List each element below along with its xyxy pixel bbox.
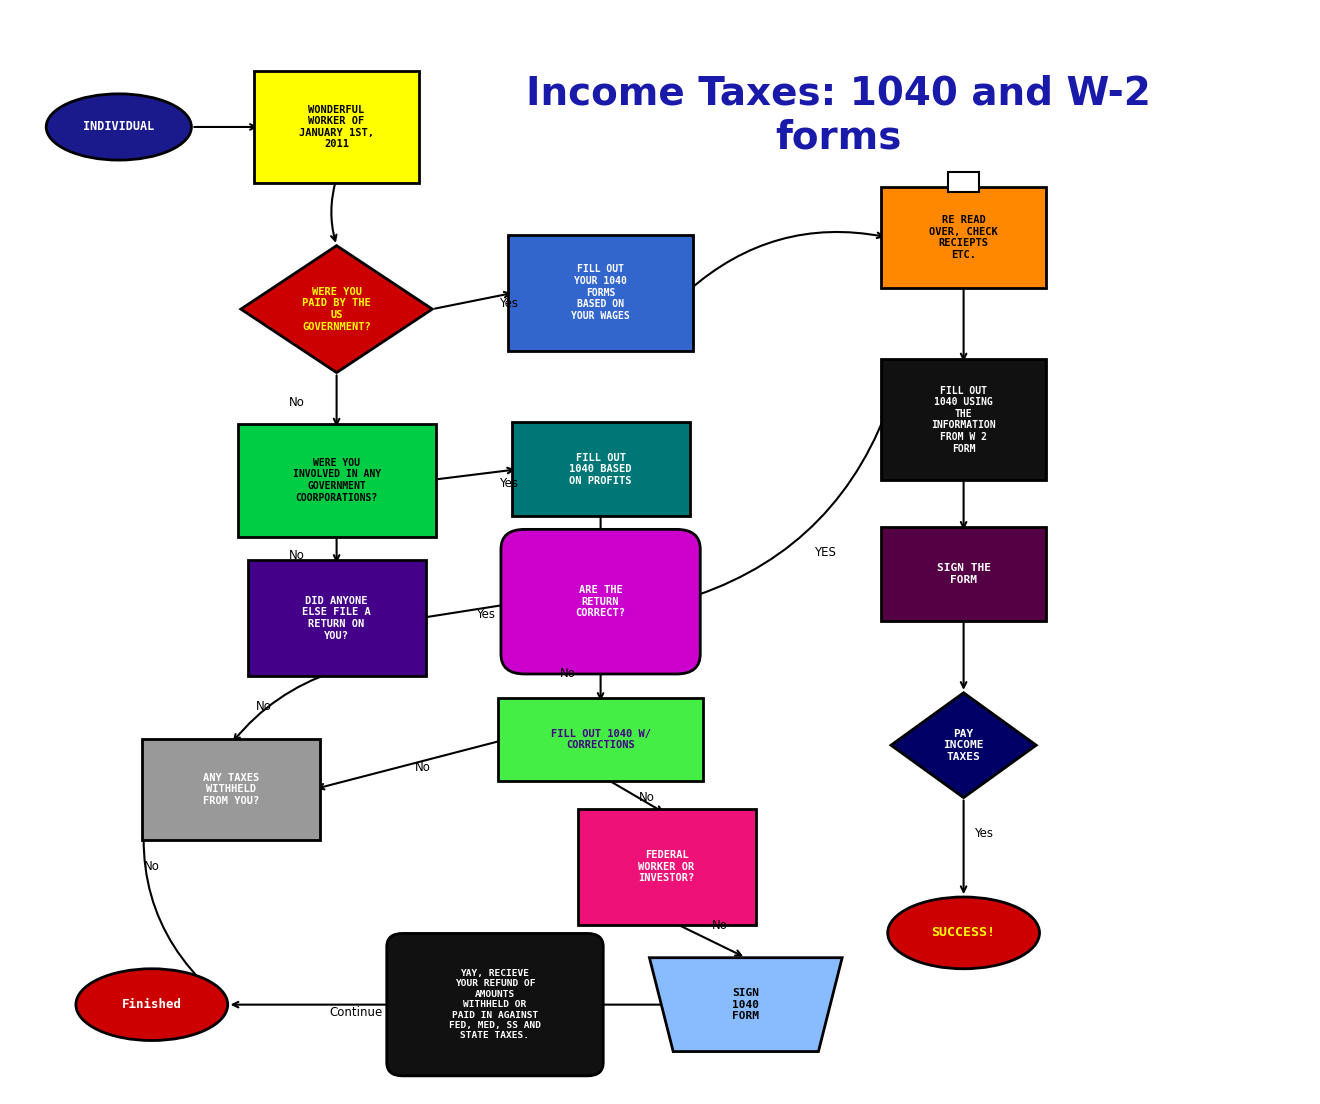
Text: FILL OUT
1040 USING
THE
INFORMATION
FROM W 2
FORM: FILL OUT 1040 USING THE INFORMATION FROM… <box>932 385 995 454</box>
Text: Yes: Yes <box>499 297 517 310</box>
Text: FILL OUT
1040 BASED
ON PROFITS: FILL OUT 1040 BASED ON PROFITS <box>569 453 632 486</box>
Text: Yes: Yes <box>477 608 495 622</box>
Text: No: No <box>560 667 576 680</box>
FancyBboxPatch shape <box>512 423 689 517</box>
FancyBboxPatch shape <box>387 933 603 1075</box>
Text: No: No <box>144 860 160 873</box>
Text: No: No <box>289 396 305 410</box>
Text: No: No <box>639 790 655 804</box>
Text: SIGN THE
FORM: SIGN THE FORM <box>937 563 990 585</box>
Text: WERE YOU
INVOLVED IN ANY
GOVERNMENT
COORPORATIONS?: WERE YOU INVOLVED IN ANY GOVERNMENT COOR… <box>293 458 380 502</box>
Text: RE READ
OVER, CHECK
RECIEPTS
ETC.: RE READ OVER, CHECK RECIEPTS ETC. <box>929 215 998 259</box>
Ellipse shape <box>887 896 1040 969</box>
FancyBboxPatch shape <box>882 528 1045 620</box>
Text: WERE YOU
PAID BY THE
US
GOVERNMENT?: WERE YOU PAID BY THE US GOVERNMENT? <box>302 287 371 331</box>
Ellipse shape <box>77 969 228 1040</box>
Text: Yes: Yes <box>499 477 517 490</box>
Text: INDIVIDUAL: INDIVIDUAL <box>83 120 154 134</box>
Text: PAY
INCOME
TAXES: PAY INCOME TAXES <box>944 729 983 762</box>
Text: YAY, RECIEVE
YOUR REFUND OF
AMOUNTS
WITHHELD OR
PAID IN AGAINST
FED, MED, SS AND: YAY, RECIEVE YOUR REFUND OF AMOUNTS WITH… <box>449 969 541 1040</box>
FancyBboxPatch shape <box>578 808 755 925</box>
FancyBboxPatch shape <box>238 424 436 537</box>
Text: No: No <box>414 761 430 774</box>
FancyBboxPatch shape <box>253 71 420 183</box>
Text: YES: YES <box>814 545 836 559</box>
Text: FILL OUT 1040 W/
CORRECTIONS: FILL OUT 1040 W/ CORRECTIONS <box>550 729 651 751</box>
Text: FEDERAL
WORKER OR
INVESTOR?: FEDERAL WORKER OR INVESTOR? <box>639 850 694 883</box>
Text: Yes: Yes <box>974 827 993 840</box>
Text: SIGN
1040
FORM: SIGN 1040 FORM <box>733 988 759 1021</box>
Text: DID ANYONE
ELSE FILE A
RETURN ON
YOU?: DID ANYONE ELSE FILE A RETURN ON YOU? <box>302 596 371 640</box>
Text: ANY TAXES
WITHHELD
FROM YOU?: ANY TAXES WITHHELD FROM YOU? <box>203 773 259 806</box>
FancyBboxPatch shape <box>499 699 702 782</box>
Bar <box>948 172 979 192</box>
Text: No: No <box>711 919 727 932</box>
Text: No: No <box>256 700 272 713</box>
Text: Finished: Finished <box>121 998 182 1011</box>
Ellipse shape <box>46 94 191 160</box>
Text: ARE THE
RETURN
CORRECT?: ARE THE RETURN CORRECT? <box>576 585 626 618</box>
FancyBboxPatch shape <box>882 359 1045 480</box>
Text: WONDERFUL
WORKER OF
JANUARY 1ST,
2011: WONDERFUL WORKER OF JANUARY 1ST, 2011 <box>300 105 374 149</box>
FancyBboxPatch shape <box>508 235 693 351</box>
FancyBboxPatch shape <box>882 187 1045 288</box>
Polygon shape <box>891 693 1036 797</box>
FancyBboxPatch shape <box>248 560 425 676</box>
Polygon shape <box>649 957 842 1051</box>
Polygon shape <box>240 246 433 373</box>
Text: Income Taxes: 1040 and W-2
forms: Income Taxes: 1040 and W-2 forms <box>525 75 1151 157</box>
FancyBboxPatch shape <box>502 530 700 673</box>
Text: Continue: Continue <box>330 1006 383 1019</box>
Text: No: No <box>289 549 305 562</box>
FancyBboxPatch shape <box>141 739 319 840</box>
Text: FILL OUT
YOUR 1040
FORMS
BASED ON
YOUR WAGES: FILL OUT YOUR 1040 FORMS BASED ON YOUR W… <box>572 264 630 321</box>
Text: SUCCESS!: SUCCESS! <box>932 926 995 940</box>
